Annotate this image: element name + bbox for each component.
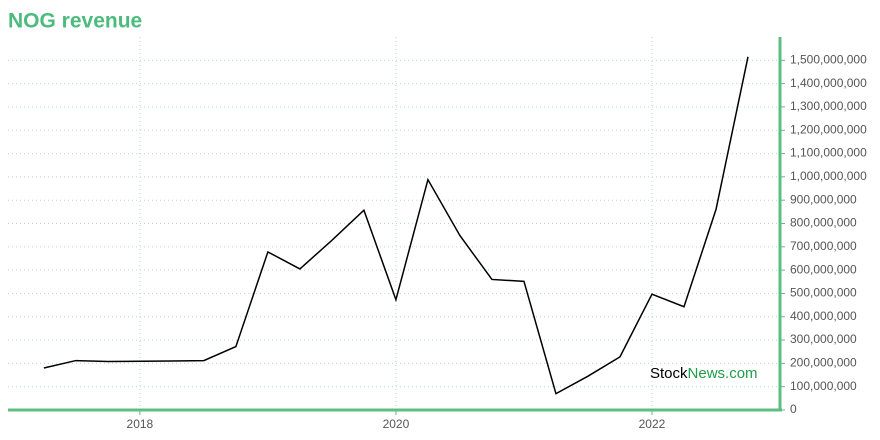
y-tick-label: 400,000,000 [790, 309, 857, 323]
x-tick-label: 2022 [639, 417, 666, 431]
y-tick-label: 100,000,000 [790, 379, 857, 393]
watermark: StockNews.com [650, 365, 758, 382]
y-tick-label: 1,500,000,000 [790, 52, 867, 66]
y-tick-label: 1,000,000,000 [790, 169, 867, 183]
y-tick-label: 600,000,000 [790, 262, 857, 276]
y-tick-label: 1,300,000,000 [790, 99, 867, 113]
y-tick-label: 1,400,000,000 [790, 76, 867, 90]
y-tick-label: 200,000,000 [790, 356, 857, 370]
chart-title: NOG revenue [8, 10, 142, 33]
x-tick-label: 2018 [127, 417, 154, 431]
y-tick-label: 1,100,000,000 [790, 146, 867, 160]
y-tick-label: 900,000,000 [790, 192, 857, 206]
y-tick-label: 700,000,000 [790, 239, 857, 253]
y-tick-label: 800,000,000 [790, 216, 857, 230]
y-tick-label: 300,000,000 [790, 332, 857, 346]
y-tick-label: 1,200,000,000 [790, 122, 867, 136]
watermark-part: News.com [688, 365, 758, 382]
x-tick-label: 2020 [383, 417, 410, 431]
y-tick-label: 500,000,000 [790, 286, 857, 300]
watermark-part: Stock [650, 365, 688, 382]
data-line [43, 56, 749, 395]
y-tick-label: 0 [790, 402, 797, 416]
